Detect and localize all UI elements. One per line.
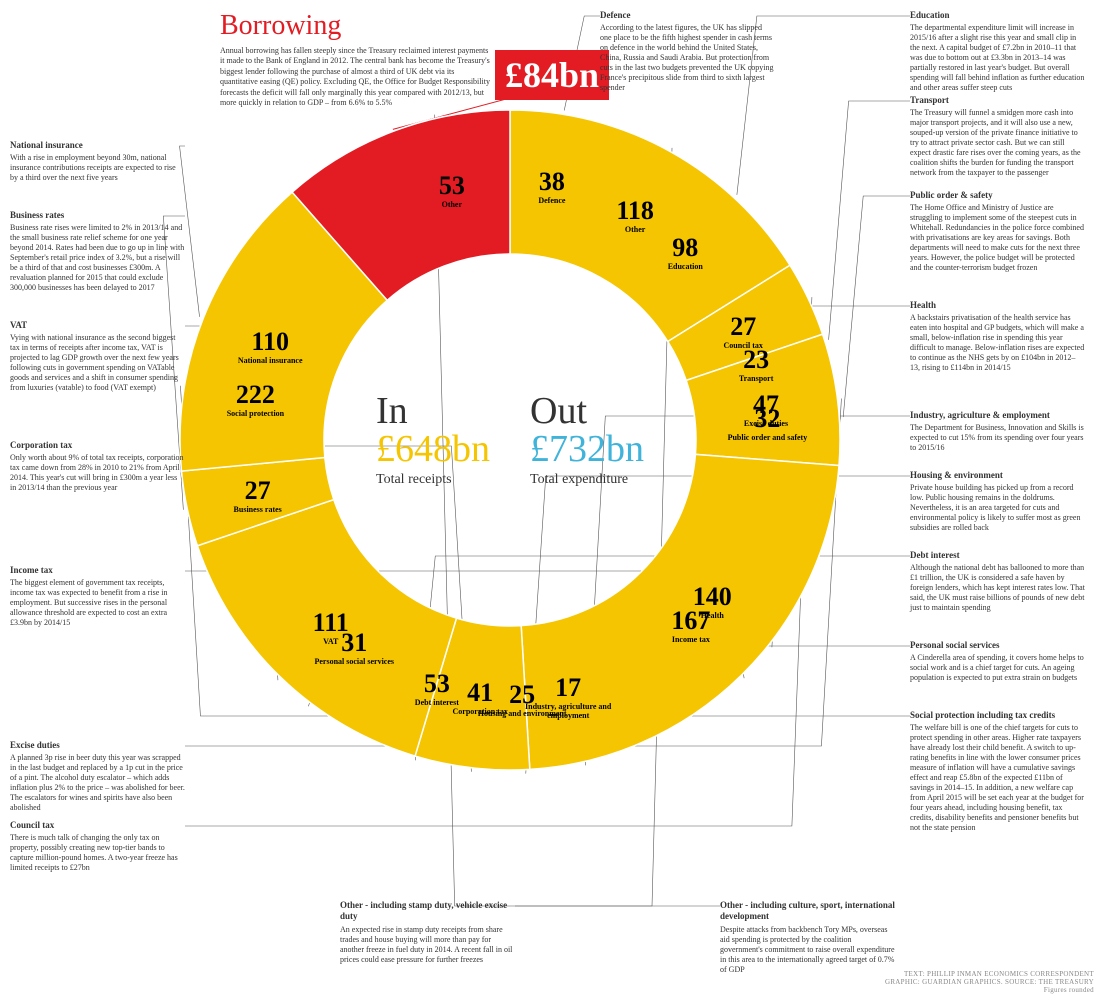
- annotation-education: Education The departmental expenditure li…: [910, 10, 1085, 93]
- credits: TEXT: PHILLIP INMAN ECONOMICS CORRESPOND…: [885, 970, 1094, 994]
- anno-body: An expected rise in stamp duty receipts …: [340, 925, 515, 965]
- anno-body: Private house building has picked up fro…: [910, 483, 1085, 533]
- anno-body: A backstairs privatisation of the health…: [910, 313, 1085, 373]
- annotation-transport: Transport The Treasury will funnel a smid…: [910, 95, 1085, 178]
- anno-body: The Department for Business, Innovation …: [910, 423, 1085, 453]
- anno-body: A planned 3p rise in beer duty this year…: [10, 753, 185, 813]
- anno-body: The departmental expenditure limit will …: [910, 23, 1085, 93]
- credit-line: TEXT: PHILLIP INMAN ECONOMICS CORRESPOND…: [885, 970, 1094, 978]
- anno-title: Excise duties: [10, 740, 185, 751]
- anno-title: Other - including stamp duty, vehicle ex…: [340, 900, 515, 923]
- anno-body: Vying with national insurance as the sec…: [10, 333, 185, 393]
- anno-title: Housing & environment: [910, 470, 1085, 481]
- annotation-income: Income tax The biggest element of governm…: [10, 565, 185, 628]
- anno-title: Income tax: [10, 565, 185, 576]
- anno-title: Defence: [600, 10, 775, 21]
- anno-body: There is much talk of changing the only …: [10, 833, 185, 873]
- anno-title: National insurance: [10, 140, 185, 151]
- annotation-public_order: Public order & safety The Home Office and…: [910, 190, 1085, 273]
- annotation-health: Health A backstairs privatisation of the …: [910, 300, 1085, 373]
- anno-body: According to the latest figures, the UK …: [600, 23, 775, 93]
- anno-title: Corporation tax: [10, 440, 185, 451]
- out-amount: £732bn: [530, 430, 644, 468]
- annotation-council: Council tax There is much talk of changin…: [10, 820, 185, 873]
- anno-title: Public order & safety: [910, 190, 1085, 201]
- borrowing-body: Annual borrowing has fallen steeply sinc…: [220, 46, 490, 108]
- anno-title: VAT: [10, 320, 185, 331]
- anno-body: The Treasury will funnel a smidgen more …: [910, 108, 1085, 178]
- center-out: Out £732bn Total expenditure: [530, 392, 644, 488]
- borrowing-callout: Borrowing Annual borrowing has fallen st…: [220, 10, 490, 108]
- center-text: In £648bn Total receipts Out £732bn Tota…: [376, 392, 644, 488]
- anno-body: The biggest element of government tax re…: [10, 578, 185, 628]
- anno-body: Despite attacks from backbench Tory MPs,…: [720, 925, 895, 975]
- segment-vat: [197, 500, 456, 756]
- in-sub: Total receipts: [376, 472, 490, 488]
- annotation-excise: Excise duties A planned 3p rise in beer d…: [10, 740, 185, 813]
- anno-body: With a rise in employment beyond 30m, na…: [10, 153, 185, 183]
- segment-income: [521, 454, 839, 769]
- anno-body: The welfare bill is one of the chief tar…: [910, 723, 1085, 833]
- borrowing-amount: £84bn: [495, 50, 609, 100]
- in-amount: £648bn: [376, 430, 490, 468]
- anno-title: Industry, agriculture & employment: [910, 410, 1085, 421]
- annotation-industry: Industry, agriculture & employment The De…: [910, 410, 1085, 453]
- borrowing-title: Borrowing: [220, 10, 490, 42]
- annotation-biz: Business rates Business rate rises were l…: [10, 210, 185, 293]
- anno-body: A Cinderella area of spending, it covers…: [910, 653, 1085, 683]
- credit-line: GRAPHIC: GUARDIAN GRAPHICS. SOURCE: THE …: [885, 978, 1094, 986]
- annotation-debt: Debt interest Although the national debt …: [910, 550, 1085, 613]
- annotation-housing: Housing & environment Private house build…: [910, 470, 1085, 533]
- anno-title: Other - including culture, sport, intern…: [720, 900, 895, 923]
- anno-title: Health: [910, 300, 1085, 311]
- in-label: In: [376, 392, 490, 430]
- anno-body: Although the national debt has ballooned…: [910, 563, 1085, 613]
- out-sub: Total expenditure: [530, 472, 644, 488]
- donut-chart-container: In £648bn Total receipts Out £732bn Tota…: [120, 50, 900, 830]
- anno-title: Transport: [910, 95, 1085, 106]
- anno-title: Personal social services: [910, 640, 1085, 651]
- credit-line: Figures rounded: [885, 986, 1094, 994]
- anno-title: Social protection including tax credits: [910, 710, 1085, 721]
- annotation-defence: Defence According to the latest figures, …: [600, 10, 775, 93]
- center-in: In £648bn Total receipts: [376, 392, 490, 488]
- annotation-other_out: Other - including culture, sport, intern…: [720, 900, 895, 975]
- annotation-ni: National insurance With a rise in employm…: [10, 140, 185, 183]
- annotation-corp: Corporation tax Only worth about 9% of to…: [10, 440, 185, 493]
- anno-body: The Home Office and Ministry of Justice …: [910, 203, 1085, 273]
- out-label: Out: [530, 392, 644, 430]
- annotation-pss: Personal social services A Cinderella are…: [910, 640, 1085, 683]
- annotation-other_in: Other - including stamp duty, vehicle ex…: [340, 900, 515, 965]
- annotation-social: Social protection including tax credits T…: [910, 710, 1085, 833]
- anno-body: Only worth about 9% of total tax receipt…: [10, 453, 185, 493]
- anno-title: Debt interest: [910, 550, 1085, 561]
- annotation-vat: VAT Vying with national insurance as the …: [10, 320, 185, 393]
- anno-title: Education: [910, 10, 1085, 21]
- anno-title: Business rates: [10, 210, 185, 221]
- anno-title: Council tax: [10, 820, 185, 831]
- anno-body: Business rate rises were limited to 2% i…: [10, 223, 185, 293]
